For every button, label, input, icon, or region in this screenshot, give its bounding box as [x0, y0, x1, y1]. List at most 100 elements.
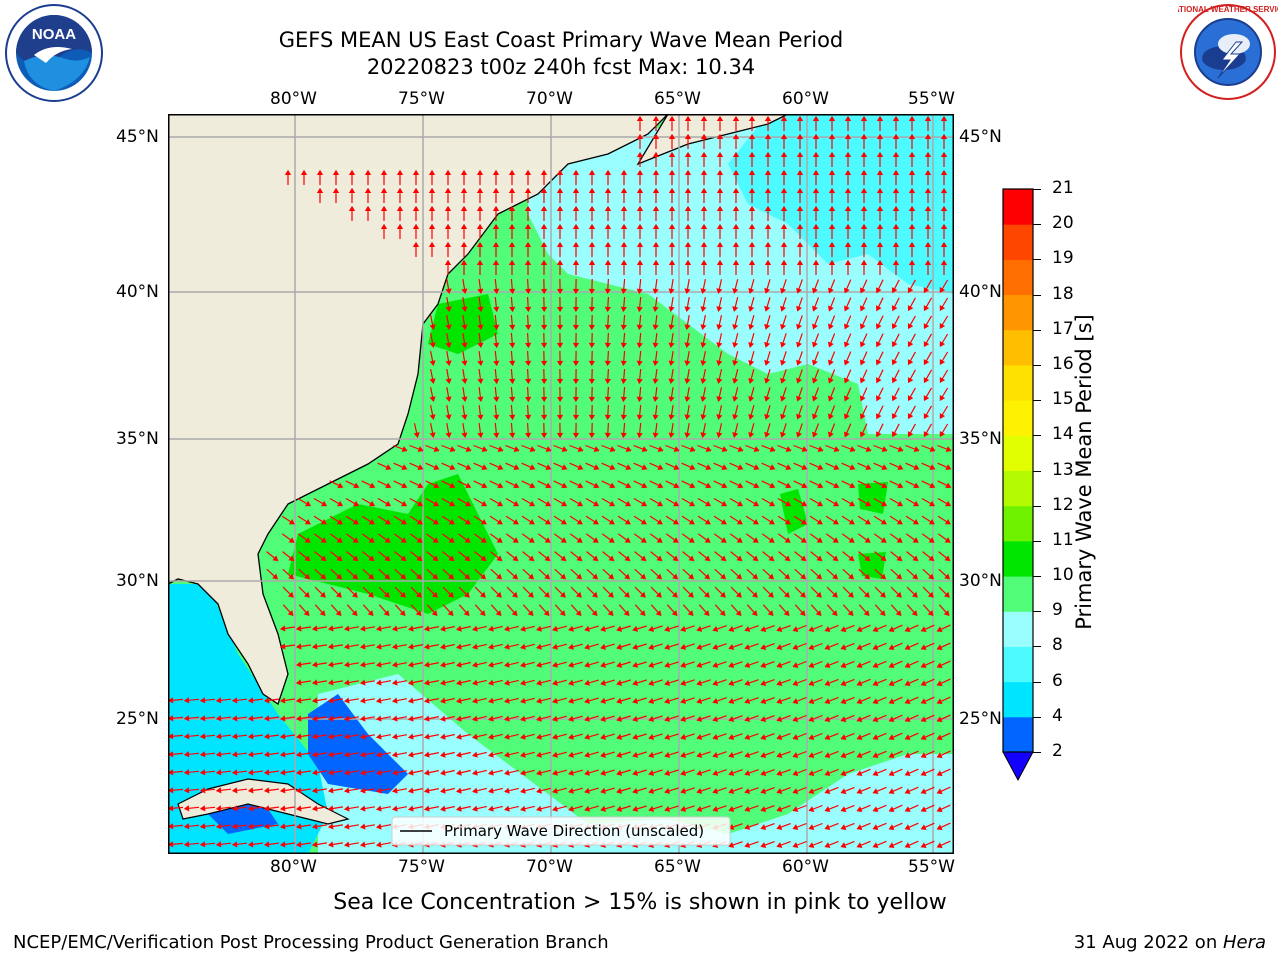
wave-arrow-head: [848, 518, 855, 525]
wave-arrow-head: [732, 205, 740, 212]
wave-arrow-head: [945, 446, 952, 452]
wave-arrow-head: [600, 715, 606, 722]
colorbar-tick-label: 18: [1052, 283, 1074, 304]
wave-arrow-head: [488, 805, 494, 812]
wave-arrow-head: [247, 733, 254, 740]
wave-arrow-head: [449, 446, 456, 452]
wave-arrow-head: [796, 413, 803, 420]
wave-arrow-head: [844, 115, 852, 122]
wave-arrow-head: [616, 751, 623, 758]
wave-arrow-head: [833, 482, 840, 489]
wave-arrow-head: [652, 306, 659, 313]
wave-arrow-head: [327, 733, 334, 740]
wave-arrow-head: [648, 625, 655, 632]
wave-arrow-head: [556, 169, 564, 176]
wave-arrow-head: [445, 288, 452, 295]
wave-arrow-head: [891, 395, 898, 402]
wave-arrow-head: [641, 482, 648, 489]
colorbar-bin: [1003, 716, 1033, 753]
wave-arrow-head: [407, 751, 414, 758]
wave-arrow-head: [828, 115, 836, 122]
wave-arrow-head: [584, 769, 590, 776]
wave-arrow-head: [520, 733, 526, 740]
wave-arrow-head: [465, 482, 472, 489]
colorbar-tick-mark: [1033, 505, 1041, 507]
wave-arrow-head: [492, 169, 500, 176]
wave-arrow-head: [509, 306, 516, 313]
wave-arrow-head: [460, 205, 468, 212]
wave-arrow-head: [488, 787, 494, 794]
wave-arrow-head: [744, 698, 751, 704]
wave-arrow-head: [609, 464, 616, 471]
wave-arrow-head: [945, 500, 952, 507]
wave-arrow-head: [780, 413, 787, 420]
wave-arrow-head: [760, 734, 767, 741]
wave-arrow-head: [700, 187, 708, 194]
wave-arrow-head: [508, 187, 516, 194]
wave-arrow-head: [876, 223, 884, 230]
wave-arrow-head: [700, 151, 708, 158]
wave-arrow-head: [509, 432, 516, 439]
wave-arrow-head: [800, 555, 807, 562]
wave-arrow-head: [767, 610, 774, 617]
wave-arrow-head: [295, 805, 302, 812]
wave-arrow-head: [568, 679, 574, 686]
wave-arrow-head: [304, 555, 311, 562]
wave-arrow-head: [940, 133, 948, 139]
wave-arrow-head: [476, 205, 484, 212]
wave-arrow-head: [864, 518, 871, 525]
wave-arrow-head: [572, 378, 580, 385]
wave-arrow-head: [872, 788, 879, 795]
wave-arrow-head: [391, 625, 398, 632]
wave-arrow-head: [760, 626, 767, 633]
wave-arrow-head: [528, 573, 535, 580]
wave-arrow-head: [704, 555, 711, 562]
wave-arrow-head: [700, 288, 707, 295]
wave-arrow-head: [572, 360, 580, 367]
wave-arrow-head: [304, 518, 311, 525]
wave-arrow-head: [897, 482, 904, 489]
wave-arrow-head: [892, 187, 900, 194]
wave-arrow-head: [493, 360, 500, 367]
wave-arrow-head: [744, 770, 751, 776]
wave-arrow-head: [652, 288, 659, 295]
wave-arrow-head: [860, 259, 868, 265]
wave-arrow-head: [673, 446, 680, 452]
wave-arrow-head: [433, 446, 440, 452]
wave-arrow-head: [744, 806, 751, 812]
wave-arrow-head: [716, 205, 724, 212]
wave-arrow-head: [520, 697, 526, 704]
wave-arrow-head: [812, 413, 818, 420]
wave-arrow-head: [860, 151, 868, 158]
wave-arrow-head: [440, 643, 446, 650]
wave-arrow-head: [856, 842, 863, 849]
wave-arrow-head: [568, 697, 574, 704]
colorbar-tick-mark: [1033, 540, 1041, 542]
wave-arrow-head: [812, 259, 820, 265]
wave-arrow-head: [640, 573, 647, 580]
wave-arrow-head: [552, 769, 558, 776]
wave-arrow-head: [856, 716, 863, 723]
wave-arrow-head: [784, 573, 791, 580]
wave-arrow-head: [199, 769, 206, 776]
wave-arrow-head: [680, 697, 687, 704]
wave-arrow-head: [940, 169, 948, 176]
wave-arrow-head: [812, 241, 820, 247]
wave-arrow-head: [796, 259, 804, 265]
wave-arrow-head: [732, 342, 739, 348]
wave-arrow-head: [907, 413, 914, 420]
wave-arrow-head: [684, 259, 692, 265]
wave-arrow-head: [524, 205, 532, 212]
wave-arrow-head: [476, 259, 484, 265]
wave-arrow-head: [572, 324, 580, 331]
wave-arrow-head: [536, 787, 542, 794]
wave-arrow-head: [816, 573, 823, 580]
wave-arrow-head: [735, 610, 742, 617]
wave-arrow-head: [737, 482, 744, 489]
wave-arrow-head: [556, 396, 564, 403]
wave-arrow-head: [343, 715, 350, 722]
wave-arrow-head: [509, 414, 516, 421]
wave-arrow-head: [460, 241, 468, 247]
lon-label-top-75w: 75°W: [398, 89, 445, 109]
wave-arrow-head: [764, 205, 772, 212]
